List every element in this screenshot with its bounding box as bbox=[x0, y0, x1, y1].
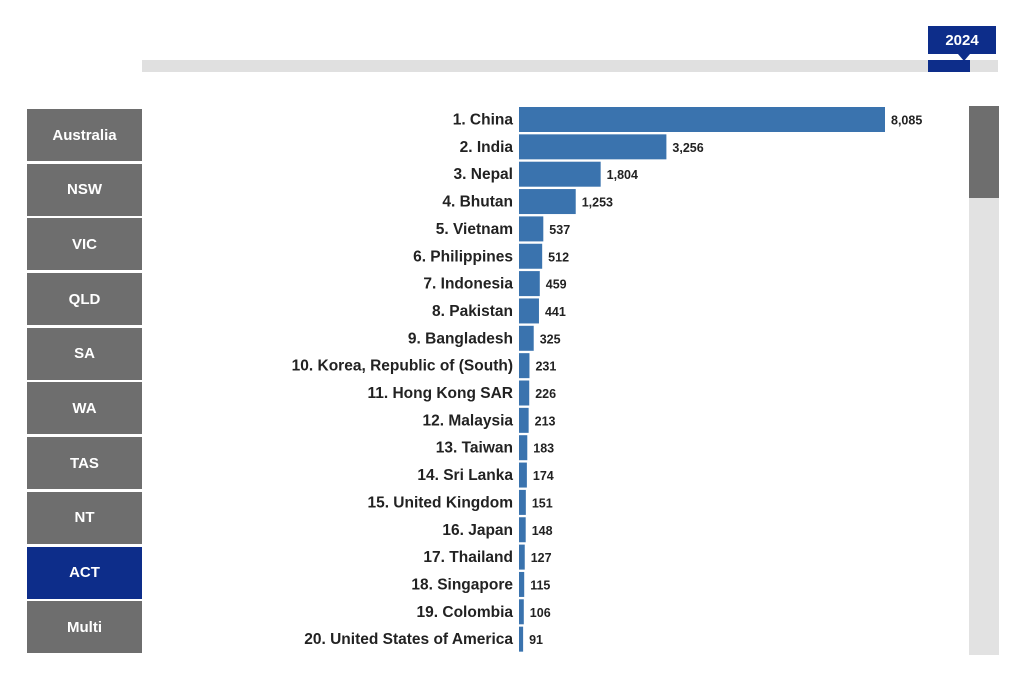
category-label: 20. United States of America bbox=[304, 631, 513, 648]
value-label: 8,085 bbox=[891, 114, 922, 128]
category-label: 10. Korea, Republic of (South) bbox=[292, 358, 513, 375]
value-label: 1,253 bbox=[582, 196, 613, 210]
state-button-wa[interactable]: WA bbox=[27, 382, 142, 435]
value-label: 91 bbox=[529, 633, 543, 647]
year-label: 2024 bbox=[945, 31, 979, 49]
category-label: 3. Nepal bbox=[454, 166, 513, 183]
value-label: 459 bbox=[546, 278, 567, 292]
value-label: 174 bbox=[533, 469, 554, 483]
value-label: 231 bbox=[535, 360, 556, 374]
category-label: 6. Philippines bbox=[413, 248, 513, 265]
bar[interactable] bbox=[519, 353, 530, 379]
state-button-label: WA bbox=[72, 399, 97, 417]
category-label: 16. Japan bbox=[442, 522, 513, 539]
state-button-label: QLD bbox=[68, 290, 101, 308]
bar[interactable] bbox=[519, 517, 526, 543]
value-label: 226 bbox=[535, 387, 556, 401]
bar[interactable] bbox=[519, 544, 525, 570]
category-label: 15. United Kingdom bbox=[367, 494, 513, 511]
value-label: 127 bbox=[531, 551, 552, 565]
state-button-label: TAS bbox=[70, 454, 99, 472]
state-button-label: Australia bbox=[52, 126, 117, 144]
value-label: 325 bbox=[540, 332, 561, 346]
bar[interactable] bbox=[519, 489, 526, 515]
bar[interactable] bbox=[519, 626, 524, 652]
category-label: 1. China bbox=[453, 112, 514, 129]
state-button-tas[interactable]: TAS bbox=[27, 437, 142, 490]
bar[interactable] bbox=[519, 599, 524, 625]
category-label: 5. Vietnam bbox=[436, 221, 513, 238]
category-label: 4. Bhutan bbox=[442, 194, 513, 211]
value-label: 183 bbox=[533, 442, 554, 456]
year-badge[interactable]: 2024 bbox=[928, 26, 996, 61]
state-button-australia[interactable]: Australia bbox=[27, 109, 142, 161]
bar[interactable] bbox=[519, 107, 885, 132]
state-button-nt[interactable]: NT bbox=[27, 491, 142, 544]
value-label: 151 bbox=[532, 496, 553, 510]
category-label: 2. India bbox=[460, 139, 514, 156]
state-button-nsw[interactable]: NSW bbox=[27, 163, 142, 216]
state-button-label: VIC bbox=[71, 235, 97, 253]
state-button-label: SA bbox=[74, 345, 95, 363]
state-button-label: NT bbox=[74, 509, 95, 527]
category-label: 13. Taiwan bbox=[436, 440, 513, 457]
value-label: 106 bbox=[530, 606, 551, 620]
value-label: 115 bbox=[530, 578, 550, 592]
state-button-act[interactable]: ACT bbox=[27, 546, 142, 599]
category-label: 9. Bangladesh bbox=[408, 330, 513, 347]
timeline-track[interactable] bbox=[142, 60, 998, 72]
state-button-label: NSW bbox=[67, 181, 102, 199]
category-label: 18. Singapore bbox=[411, 576, 513, 593]
state-button-sa[interactable]: SA bbox=[27, 327, 142, 380]
value-label: 3,256 bbox=[672, 141, 703, 155]
state-button-label: ACT bbox=[69, 564, 100, 581]
bar[interactable] bbox=[519, 380, 530, 406]
category-label: 11. Hong Kong SAR bbox=[367, 385, 513, 402]
bar[interactable] bbox=[519, 325, 534, 351]
value-label: 512 bbox=[548, 250, 569, 264]
scrollbar-track[interactable] bbox=[969, 106, 999, 655]
scrollbar-thumb[interactable] bbox=[969, 106, 999, 198]
value-label: 213 bbox=[535, 414, 556, 428]
category-label: 14. Sri Lanka bbox=[417, 467, 513, 484]
category-label: 19. Colombia bbox=[417, 604, 514, 621]
bar[interactable] bbox=[519, 298, 539, 324]
bar[interactable] bbox=[519, 435, 528, 461]
bar[interactable] bbox=[519, 243, 543, 269]
bar[interactable] bbox=[519, 161, 601, 187]
state-button-label: Multi bbox=[67, 618, 102, 636]
bar[interactable] bbox=[519, 271, 540, 297]
bar[interactable] bbox=[519, 134, 667, 160]
bar[interactable] bbox=[519, 407, 529, 433]
bar[interactable] bbox=[519, 462, 527, 488]
state-button-qld[interactable]: QLD bbox=[27, 273, 142, 326]
category-label: 12. Malaysia bbox=[423, 412, 514, 429]
value-label: 148 bbox=[532, 524, 553, 538]
bar[interactable] bbox=[519, 571, 525, 597]
value-label: 1,804 bbox=[607, 168, 638, 182]
category-label: 17. Thailand bbox=[423, 549, 513, 566]
timeline-handle[interactable] bbox=[928, 60, 970, 72]
state-button-vic[interactable]: VIC bbox=[27, 218, 142, 271]
bar[interactable] bbox=[519, 189, 576, 215]
category-label: 8. Pakistan bbox=[432, 303, 513, 320]
category-label: 7. Indonesia bbox=[423, 276, 513, 293]
value-label: 537 bbox=[549, 223, 570, 237]
state-button-multi[interactable]: Multi bbox=[27, 601, 142, 654]
bar[interactable] bbox=[519, 216, 544, 242]
state-filter-list: Australia NSW VIC QLD SA WA TAS NT ACT M… bbox=[27, 109, 142, 656]
value-label: 441 bbox=[545, 305, 566, 319]
